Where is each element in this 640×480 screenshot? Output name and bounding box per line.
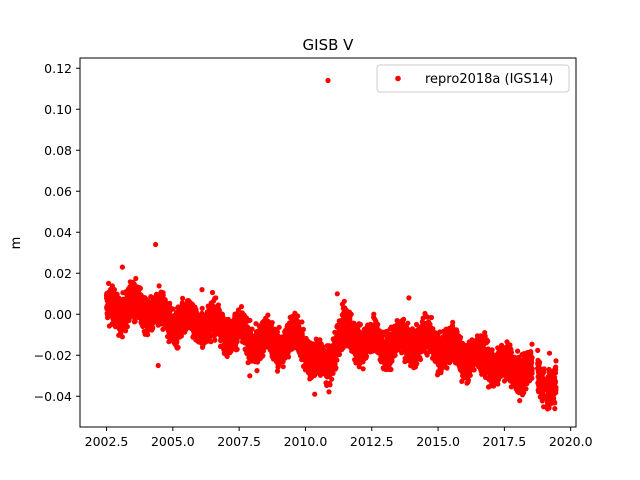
data-point — [336, 351, 343, 357]
data-point — [150, 324, 156, 330]
data-point — [132, 318, 138, 324]
data-point — [444, 365, 450, 371]
data-point — [208, 339, 214, 345]
data-points — [103, 77, 559, 412]
data-point — [260, 353, 266, 359]
data-point — [300, 326, 306, 332]
data-point — [276, 324, 282, 330]
data-point — [123, 328, 129, 334]
data-point — [428, 314, 435, 321]
data-point — [124, 324, 130, 330]
data-point — [254, 368, 260, 374]
data-point — [299, 319, 305, 325]
data-point — [465, 377, 471, 383]
data-point — [212, 337, 218, 343]
data-point — [413, 321, 420, 328]
data-point — [371, 311, 377, 317]
data-point — [249, 326, 255, 332]
data-point — [156, 283, 162, 289]
chart-title: GISB V — [303, 36, 355, 54]
data-point — [160, 292, 166, 298]
data-point — [167, 300, 173, 306]
data-point — [457, 334, 464, 340]
data-point — [180, 295, 186, 301]
data-point — [215, 302, 221, 308]
data-point — [326, 389, 332, 395]
data-point — [357, 321, 363, 328]
data-point — [213, 295, 219, 301]
data-point — [207, 334, 213, 341]
data-point — [209, 289, 216, 296]
data-point — [133, 275, 139, 282]
data-point — [329, 376, 335, 382]
data-point — [106, 280, 112, 286]
data-point — [417, 356, 424, 363]
data-point — [247, 317, 253, 323]
data-point — [363, 353, 369, 359]
data-point — [280, 364, 286, 370]
data-point — [175, 344, 181, 350]
data-point — [137, 285, 143, 291]
data-point — [145, 332, 151, 338]
data-point — [360, 366, 366, 372]
data-point — [224, 353, 230, 359]
data-point — [234, 346, 240, 352]
data-point — [375, 321, 381, 327]
data-point — [348, 311, 354, 317]
data-point — [414, 361, 420, 367]
data-point — [327, 382, 333, 388]
data-point — [341, 298, 347, 304]
data-point — [333, 365, 339, 371]
data-point — [238, 304, 245, 310]
data-point — [265, 312, 271, 318]
data-point — [216, 307, 222, 313]
data-point — [170, 306, 176, 312]
data-point — [269, 320, 275, 326]
data-point — [389, 358, 395, 364]
data-point — [225, 316, 231, 322]
data-point — [111, 287, 117, 293]
data-point — [285, 354, 292, 360]
data-point — [334, 357, 340, 363]
data-point — [401, 316, 407, 322]
data-point — [199, 305, 205, 311]
data-point — [178, 333, 184, 339]
data-point — [388, 366, 394, 373]
data-point — [450, 319, 456, 325]
data-point — [405, 320, 411, 326]
data-point — [295, 313, 301, 319]
data-point — [119, 334, 125, 340]
data-point — [174, 338, 180, 344]
